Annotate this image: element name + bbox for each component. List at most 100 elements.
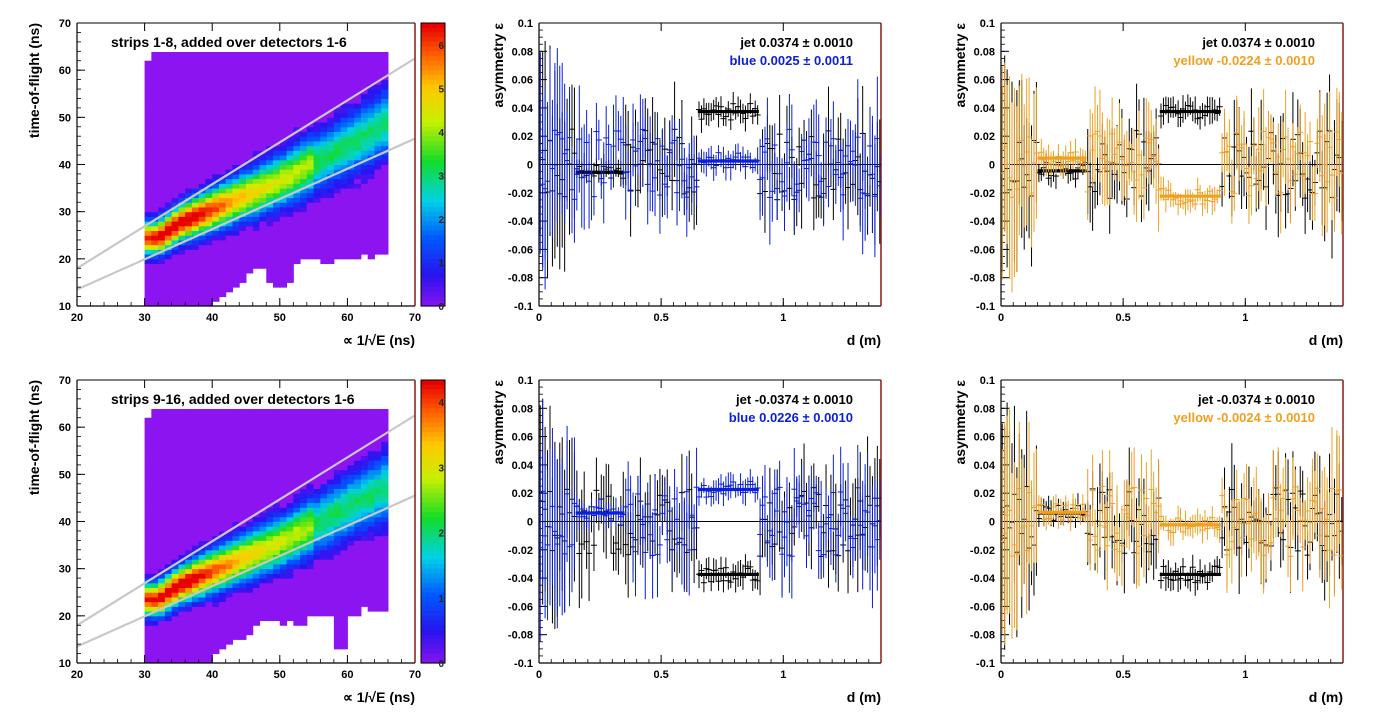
heatmap-cell: [225, 530, 233, 537]
heatmap-cell: [171, 169, 179, 175]
heatmap-cell: [239, 131, 247, 137]
heatmap-cell: [259, 235, 267, 241]
heatmap-cell: [171, 526, 179, 532]
heatmap-cell: [151, 230, 159, 236]
heatmap-cell: [252, 582, 261, 589]
x-tick-label: 0.5: [1115, 312, 1130, 324]
heatmap-cell: [218, 606, 227, 612]
heatmap-cell: [333, 89, 342, 95]
heatmap-cell: [300, 183, 308, 189]
heatmap-cell: [144, 460, 152, 466]
heatmap-cell: [273, 254, 281, 260]
heatmap-cell: [327, 258, 335, 265]
heatmap-cell: [320, 70, 328, 76]
heatmap-cell: [232, 441, 240, 447]
heatmap-cell: [232, 488, 240, 494]
heatmap-cell: [232, 464, 240, 471]
heatmap-cell: [259, 441, 267, 447]
heatmap-cell: [232, 272, 240, 279]
heatmap-cell: [191, 65, 200, 71]
heatmap-cell: [198, 563, 206, 570]
heatmap-cell: [327, 150, 335, 156]
heatmap-cell: [354, 469, 362, 475]
heatmap-cell: [225, 417, 233, 423]
heatmap-cell: [320, 436, 328, 442]
heatmap-cell: [158, 225, 166, 232]
heatmap-cell: [185, 540, 193, 546]
heatmap-cell: [158, 51, 166, 57]
heatmap-cell: [320, 178, 328, 184]
heatmap-cell: [279, 460, 288, 466]
heatmap-cell: [158, 469, 166, 475]
heatmap-cell: [347, 413, 355, 419]
heatmap-cell: [178, 164, 186, 170]
heatmap-cell: [333, 497, 342, 504]
heatmap-cell: [232, 84, 240, 90]
heatmap-cell: [151, 455, 159, 461]
heatmap-cell: [293, 211, 301, 217]
heatmap-cell: [232, 422, 240, 428]
heatmap-cell: [218, 512, 227, 518]
heatmap-cell: [347, 65, 355, 71]
heatmap-cell: [252, 145, 261, 151]
heatmap-cell: [151, 413, 159, 419]
heatmap-cell: [266, 563, 274, 570]
heatmap-cell: [340, 202, 348, 208]
heatmap-cell: [164, 287, 173, 293]
heatmap-cell: [340, 516, 348, 522]
heatmap-cell: [218, 422, 227, 428]
heatmap-cell: [273, 268, 281, 274]
heatmap-cell: [225, 268, 233, 274]
heatmap-cell: [212, 155, 220, 161]
heatmap-cell: [327, 51, 335, 57]
legend-label: jet: [1201, 35, 1218, 50]
heatmap-cell: [306, 497, 315, 504]
heatmap-cell: [164, 502, 173, 508]
heatmap-cell: [354, 422, 362, 428]
heatmap-cell: [151, 417, 159, 423]
heatmap-cell: [286, 235, 294, 241]
heatmap-cell: [266, 601, 274, 607]
heatmap-cell: [340, 107, 348, 114]
heatmap-cell: [266, 497, 274, 504]
heatmap-cell: [218, 65, 227, 71]
heatmap-cell: [273, 545, 281, 551]
heatmap-cell: [354, 573, 362, 579]
heatmap-cell: [259, 221, 267, 227]
heatmap-cell: [178, 254, 186, 260]
heatmap-cell: [333, 417, 342, 423]
heatmap-cell: [293, 221, 301, 227]
heatmap-cell: [178, 126, 186, 132]
heatmap-cell: [347, 469, 355, 475]
heatmap-cell: [205, 413, 213, 419]
heatmap-cell: [327, 507, 335, 513]
heatmap-cell: [158, 60, 166, 66]
heatmap-cell: [178, 282, 186, 288]
heatmap-cell: [266, 479, 274, 485]
heatmap-cell: [293, 554, 301, 560]
heatmap-cell: [259, 587, 267, 593]
heatmap-cell: [225, 103, 233, 109]
heatmap-cell: [198, 178, 206, 184]
heatmap-cell: [259, 230, 267, 236]
heatmap-cell: [340, 140, 348, 147]
heatmap-cell: [300, 549, 308, 556]
heatmap-cell: [205, 188, 213, 194]
heatmap-cell: [151, 568, 159, 574]
heatmap-cell: [212, 235, 220, 241]
heatmap-cell: [340, 164, 348, 170]
heatmap-cell: [185, 516, 193, 522]
heatmap-cell: [327, 84, 335, 90]
heatmap-cell: [212, 230, 220, 236]
heatmap-cell: [232, 450, 240, 456]
heatmap-cell: [185, 436, 193, 442]
heatmap-cell: [340, 197, 348, 203]
heatmap-cell: [151, 296, 159, 302]
heatmap-cell: [246, 512, 254, 518]
heatmap-cell: [212, 431, 220, 438]
heatmap-cell: [320, 516, 328, 522]
heatmap-cell: [178, 183, 186, 189]
heatmap-cell: [259, 65, 267, 71]
heatmap-cell: [347, 230, 355, 236]
heatmap-cell: [158, 98, 166, 104]
